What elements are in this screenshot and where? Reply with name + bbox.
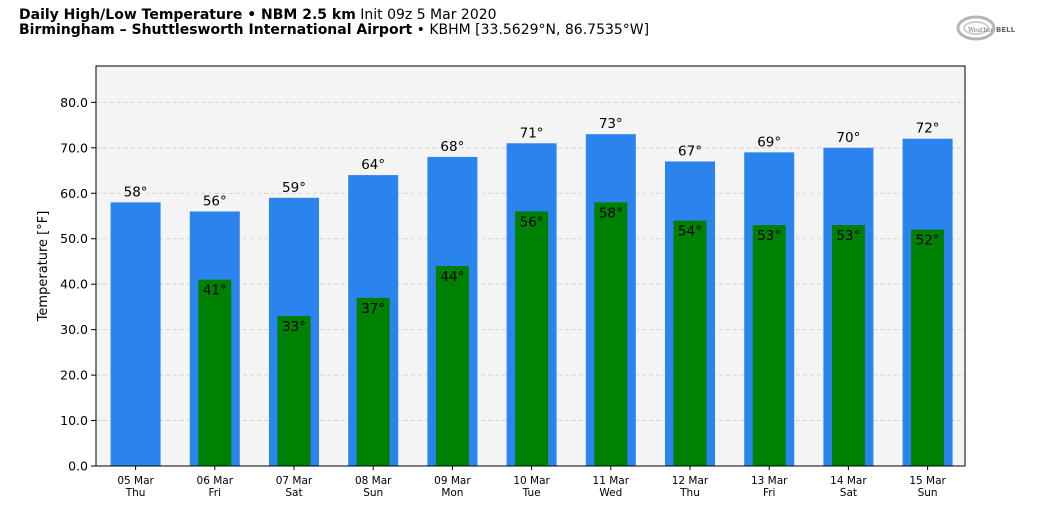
x-tick-weekday: Tue: [522, 487, 541, 499]
x-tick-weekday: Sun: [918, 487, 938, 499]
low-temp-label: 33°: [282, 319, 306, 335]
x-tick-date: 14 Mar: [830, 475, 867, 487]
low-temp-bar: [356, 297, 390, 466]
x-tick-date: 10 Mar: [513, 475, 550, 487]
y-tick-label: 70.0: [60, 140, 88, 155]
low-temp-bar: [515, 211, 549, 466]
weatherbell-logo: Weather BELL: [956, 15, 1016, 41]
high-temp-label: 71°: [520, 125, 544, 141]
plot-frame: [95, 65, 966, 467]
high-temp-label: 70°: [836, 130, 860, 146]
low-temp-label: 56°: [520, 214, 544, 230]
low-temp-label: 44°: [440, 269, 464, 285]
y-axis-label: Temperature [°F]: [36, 211, 51, 323]
y-tick-label: 40.0: [60, 277, 88, 292]
chart-title: Daily High/Low Temperature • NBM 2.5 km: [19, 7, 356, 23]
low-temp-bar: [594, 202, 628, 466]
x-tick-weekday: Fri: [763, 487, 776, 499]
x-tick-date: 06 Mar: [197, 475, 234, 487]
init-time: Init 09z 5 Mar 2020: [360, 7, 497, 23]
low-temp-bar: [831, 225, 865, 466]
station-info: • KBHM [33.5629°N, 86.7535°W]: [416, 22, 650, 38]
low-temp-label: 37°: [361, 301, 385, 317]
y-tick-label: 60.0: [60, 186, 88, 201]
high-temp-label: 58°: [124, 184, 148, 200]
high-temp-label: 67°: [678, 143, 702, 159]
header-line-1: Daily High/Low Temperature • NBM 2.5 km …: [19, 8, 649, 23]
x-tick-date: 11 Mar: [593, 475, 630, 487]
high-temp-label: 68°: [440, 139, 464, 155]
x-tick-weekday: Sat: [285, 487, 302, 499]
data-labels: 58° 56° 41° 59° 33° 64° 37° 68° 44° 71° 56° 73° 58° 6…: [124, 116, 940, 335]
chart-header: Daily High/Low Temperature • NBM 2.5 km …: [19, 8, 649, 38]
x-tick-date: 09 Mar: [434, 475, 471, 487]
svg-text:Weather: Weather: [968, 27, 994, 34]
svg-text:BELL: BELL: [996, 26, 1016, 34]
y-tick-label: 20.0: [60, 368, 88, 383]
y-tick-label: 10.0: [60, 413, 88, 428]
low-temp-bar: [198, 279, 232, 466]
x-tick-weekday: Sun: [363, 487, 383, 499]
high-temp-label: 72°: [916, 121, 940, 137]
high-temp-label: 73°: [599, 116, 623, 132]
high-temp-label: 59°: [282, 180, 306, 196]
low-temp-label: 41°: [203, 283, 227, 299]
high-temp-label: 56°: [203, 193, 227, 209]
x-tick-date: 13 Mar: [751, 475, 788, 487]
low-temp-label: 52°: [916, 233, 940, 249]
high-temp-label: 69°: [757, 134, 781, 150]
low-temp-bar: [673, 220, 707, 466]
x-tick-date: 15 Mar: [909, 475, 946, 487]
low-temp-label: 53°: [836, 228, 860, 244]
low-temp-label: 58°: [599, 205, 623, 221]
x-tick-date: 05 Mar: [117, 475, 154, 487]
y-axis: 0.0 10.0 20.0 30.0 40.0 50.0 60.0 70.0 80.0: [60, 95, 96, 474]
low-temp-series: [198, 202, 945, 466]
high-temp-label: 64°: [361, 157, 385, 173]
y-tick-label: 30.0: [60, 322, 88, 337]
x-tick-weekday: Fri: [209, 487, 222, 499]
x-tick-weekday: Sat: [840, 487, 857, 499]
low-temp-label: 54°: [678, 224, 702, 240]
low-temp-bar: [752, 225, 786, 466]
low-temp-bar: [435, 266, 469, 466]
header-line-2: Birmingham – Shuttlesworth International…: [19, 23, 649, 38]
x-tick-date: 12 Mar: [672, 475, 709, 487]
x-tick-weekday: Thu: [679, 487, 700, 499]
y-tick-label: 80.0: [60, 95, 88, 110]
x-tick-weekday: Mon: [441, 487, 463, 499]
x-tick-date: 07 Mar: [276, 475, 313, 487]
y-tick-label: 0.0: [68, 459, 88, 474]
x-tick-date: 08 Mar: [355, 475, 392, 487]
high-temp-bar: [110, 202, 161, 466]
low-temp-bar: [911, 229, 945, 466]
x-tick-weekday: Thu: [125, 487, 146, 499]
station-name: Birmingham – Shuttlesworth International…: [19, 22, 413, 38]
low-temp-label: 53°: [757, 228, 781, 244]
y-tick-label: 50.0: [60, 231, 88, 246]
x-tick-weekday: Wed: [599, 487, 622, 499]
low-temp-bar: [277, 316, 311, 466]
